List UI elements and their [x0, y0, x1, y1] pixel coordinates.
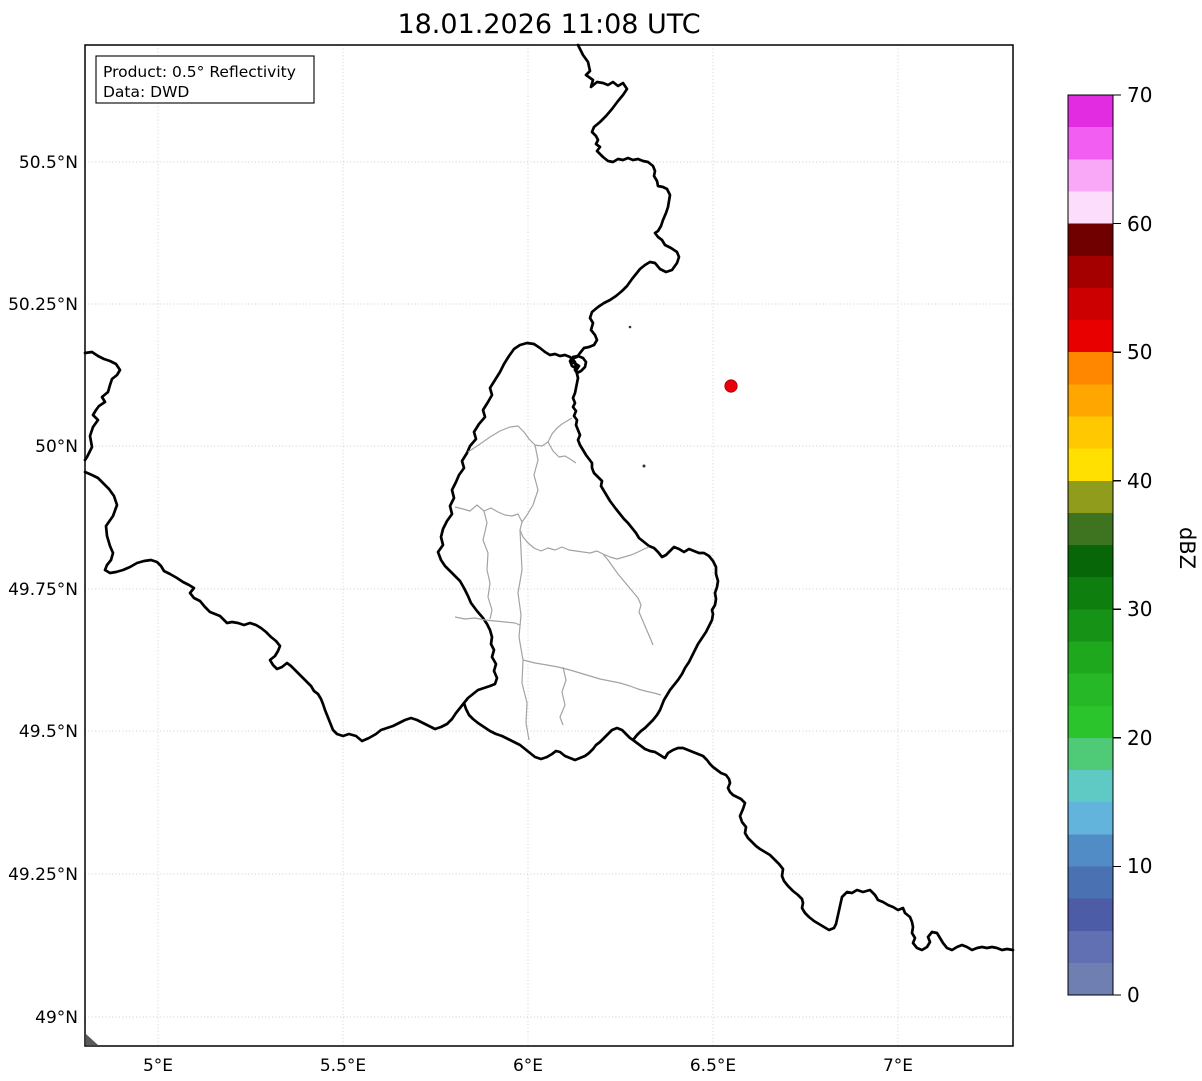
- colorbar-band: [1068, 609, 1113, 642]
- colorbar-band: [1068, 320, 1113, 353]
- colorbar-band: [1068, 930, 1113, 963]
- lat-tick-label: 49°N: [35, 1008, 78, 1028]
- colorbar-band: [1068, 416, 1113, 449]
- colorbar-band: [1068, 898, 1113, 931]
- colorbar-band: [1068, 512, 1113, 546]
- lon-tick-label: 5°E: [143, 1056, 173, 1076]
- colorbar-band: [1068, 802, 1113, 835]
- lat-tick-label: 50°N: [35, 437, 78, 457]
- corner-border-fragment: [86, 1034, 98, 1045]
- colorbar-band: [1068, 737, 1113, 771]
- colorbar-tick-label: 20: [1127, 726, 1152, 750]
- plot-title: 18.01.2026 11:08 UTC: [397, 9, 700, 40]
- country-border-luxembourg: [436, 341, 720, 762]
- colorbar-band: [1068, 127, 1113, 160]
- colorbar-band: [1068, 159, 1113, 192]
- map-plot-frame: [84, 44, 1014, 1047]
- colorbar: [1067, 94, 1121, 996]
- colorbar-band: [1068, 255, 1113, 288]
- colorbar-ticks: [1113, 94, 1121, 996]
- colorbar-band: [1068, 770, 1113, 803]
- colorbar-tick-label: 60: [1127, 212, 1152, 236]
- canton-borders: [454, 417, 662, 741]
- map-speck: [642, 464, 646, 468]
- map-speck: [628, 325, 632, 329]
- colorbar-band: [1068, 448, 1113, 481]
- info-box-product: Product: 0.5° Reflectivity: [103, 63, 296, 81]
- colorbar-band: [1068, 673, 1113, 706]
- colorbar-band: [1068, 641, 1113, 674]
- colorbar-tick-label: 40: [1127, 469, 1152, 493]
- lon-tick-label: 7°E: [883, 1056, 913, 1076]
- colorbar-band: [1068, 384, 1113, 417]
- country-border-belgium-germany: [570, 43, 681, 371]
- colorbar-band: [1068, 223, 1113, 256]
- lat-tick-label: 50.5°N: [19, 153, 78, 173]
- info-box-source: Data: DWD: [103, 83, 189, 101]
- info-box-frame: [95, 55, 315, 104]
- lat-tick-label: 49.5°N: [19, 722, 78, 742]
- colorbar-band: [1068, 545, 1113, 578]
- lat-tick-label: 50.25°N: [8, 295, 78, 315]
- info-box: Product: 0.5° Reflectivity Data: DWD: [95, 55, 315, 104]
- colorbar-tick-label: 70: [1127, 83, 1152, 107]
- lon-tick-label: 5.5°E: [320, 1056, 366, 1076]
- canton-border: [467, 425, 577, 464]
- graticule: [85, 45, 1013, 1046]
- colorbar-tick-label: 10: [1127, 854, 1152, 878]
- lon-tick-label: 6.5°E: [690, 1056, 736, 1076]
- colorbar-tick-label: 50: [1127, 340, 1152, 364]
- lat-tick-label: 49.25°N: [8, 865, 78, 885]
- canton-border: [522, 659, 662, 696]
- canton-border: [559, 666, 567, 726]
- colorbar-band: [1068, 480, 1113, 513]
- radar-marker-dot: [724, 379, 738, 393]
- colorbar-band: [1068, 352, 1113, 385]
- colorbar-band: [1068, 705, 1113, 738]
- canton-border: [602, 553, 654, 646]
- colorbar-band: [1068, 577, 1113, 610]
- lon-tick-label: 6°E: [513, 1056, 543, 1076]
- colorbar-band: [1068, 191, 1113, 224]
- lat-tick-label: 49.75°N: [8, 580, 78, 600]
- colorbar-band: [1068, 95, 1113, 128]
- colorbar-frame: [1067, 94, 1114, 996]
- canton-border: [547, 417, 573, 443]
- colorbar-tick-label: 0: [1127, 983, 1140, 1007]
- canton-border: [602, 546, 650, 560]
- colorbar-band: [1068, 287, 1113, 321]
- canton-border: [454, 616, 521, 626]
- country-border-france-germany: [631, 738, 1015, 952]
- colorbar-tick-label: 30: [1127, 597, 1152, 621]
- canton-border: [482, 510, 493, 620]
- colorbar-band: [1068, 834, 1113, 867]
- colorbar-band: [1068, 866, 1113, 899]
- country-border-givet-salient: [83, 350, 122, 462]
- colorbar-unit-label: dBZ: [1175, 527, 1199, 569]
- colorbar-band: [1068, 962, 1113, 996]
- country-border-france-belgium: [83, 470, 466, 743]
- canton-border: [521, 444, 539, 523]
- canton-border: [517, 529, 530, 741]
